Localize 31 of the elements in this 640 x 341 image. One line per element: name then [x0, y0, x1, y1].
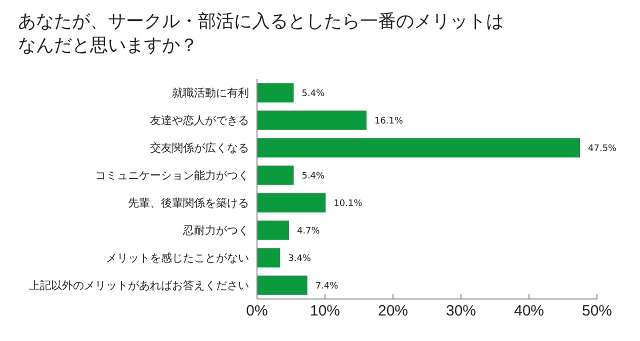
data-label: 16.1% — [374, 116, 404, 126]
y-tick-label: メリットを感じたことがない — [106, 251, 249, 264]
data-label: 3.4% — [288, 254, 312, 264]
x-tick-label: 10% — [310, 302, 340, 320]
bar — [257, 110, 366, 130]
x-tick-label: 50% — [582, 302, 612, 320]
y-tick-label: 上記以外のメリットがあればお答えください — [29, 278, 249, 292]
y-tick-label: 先輩、後輩関係を築ける — [128, 196, 249, 210]
bar — [257, 276, 308, 295]
data-label: 10.1% — [334, 198, 363, 209]
x-tick-label: 20% — [378, 302, 408, 320]
data-label: 5.4% — [302, 171, 326, 182]
data-label: 7.4% — [315, 281, 339, 292]
data-label: 47.5% — [588, 144, 618, 154]
x-tick-label: 0% — [246, 302, 268, 320]
x-tick-label: 40% — [514, 302, 544, 320]
bar — [257, 166, 294, 185]
bar — [257, 83, 294, 102]
y-tick-label: 忍耐力がつく — [182, 224, 249, 237]
data-label: 4.7% — [296, 226, 320, 236]
bar — [257, 193, 326, 212]
data-label: 5.4% — [302, 88, 326, 99]
y-tick-label: コミュニケーション能力がつく — [95, 168, 249, 182]
y-tick-label: 就職活動に有利 — [172, 86, 249, 100]
x-tick-label: 30% — [446, 302, 476, 320]
y-tick-label: 友達や恋人ができる — [150, 114, 249, 127]
bar — [257, 220, 289, 240]
bar — [257, 138, 580, 158]
bar — [257, 248, 280, 268]
chart-title: あなたが、サークル・部活に入るとしたら一番のメリットはなんだと思いますか？ — [18, 11, 504, 56]
y-tick-label: 交友関係が広くなる — [150, 141, 249, 154]
